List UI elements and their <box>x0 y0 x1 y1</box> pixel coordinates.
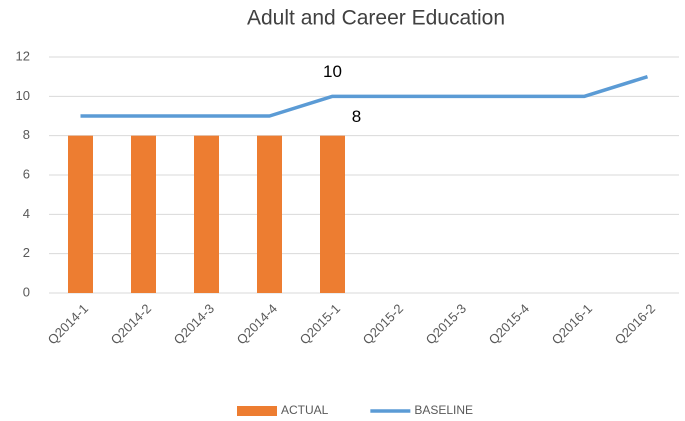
y-tick-label: 0 <box>23 284 30 299</box>
y-tick-label: 2 <box>23 245 30 260</box>
x-tick-label: Q2016-1 <box>549 301 595 347</box>
y-tick-label: 8 <box>23 127 30 142</box>
data-label: 10 <box>323 62 342 81</box>
chart-title: Adult and Career Education <box>247 7 505 30</box>
x-tick-label: Q2016-2 <box>612 301 658 347</box>
x-tick-label: Q2015-2 <box>360 301 406 347</box>
y-tick-label: 4 <box>23 206 30 221</box>
x-tick-label: Q2014-1 <box>45 301 91 347</box>
x-tick-label: Q2015-3 <box>423 301 469 347</box>
legend-swatch <box>237 406 277 416</box>
x-tick-label: Q2015-1 <box>297 301 343 347</box>
bar <box>68 135 93 293</box>
x-tick-label: Q2015-4 <box>486 301 532 347</box>
x-tick-label: Q2014-2 <box>108 301 154 347</box>
bar <box>194 135 219 293</box>
bar <box>320 135 345 293</box>
legend-label: ACTUAL <box>281 403 329 417</box>
y-tick-label: 12 <box>16 48 30 63</box>
data-label: 8 <box>352 107 361 126</box>
bar <box>257 135 282 293</box>
x-tick-label: Q2014-4 <box>234 301 280 347</box>
bar <box>131 135 156 293</box>
y-tick-label: 6 <box>23 166 30 181</box>
legend-label: BASELINE <box>414 403 473 417</box>
y-tick-label: 10 <box>16 88 30 103</box>
line <box>80 74 649 118</box>
x-tick-label: Q2014-3 <box>171 301 217 347</box>
